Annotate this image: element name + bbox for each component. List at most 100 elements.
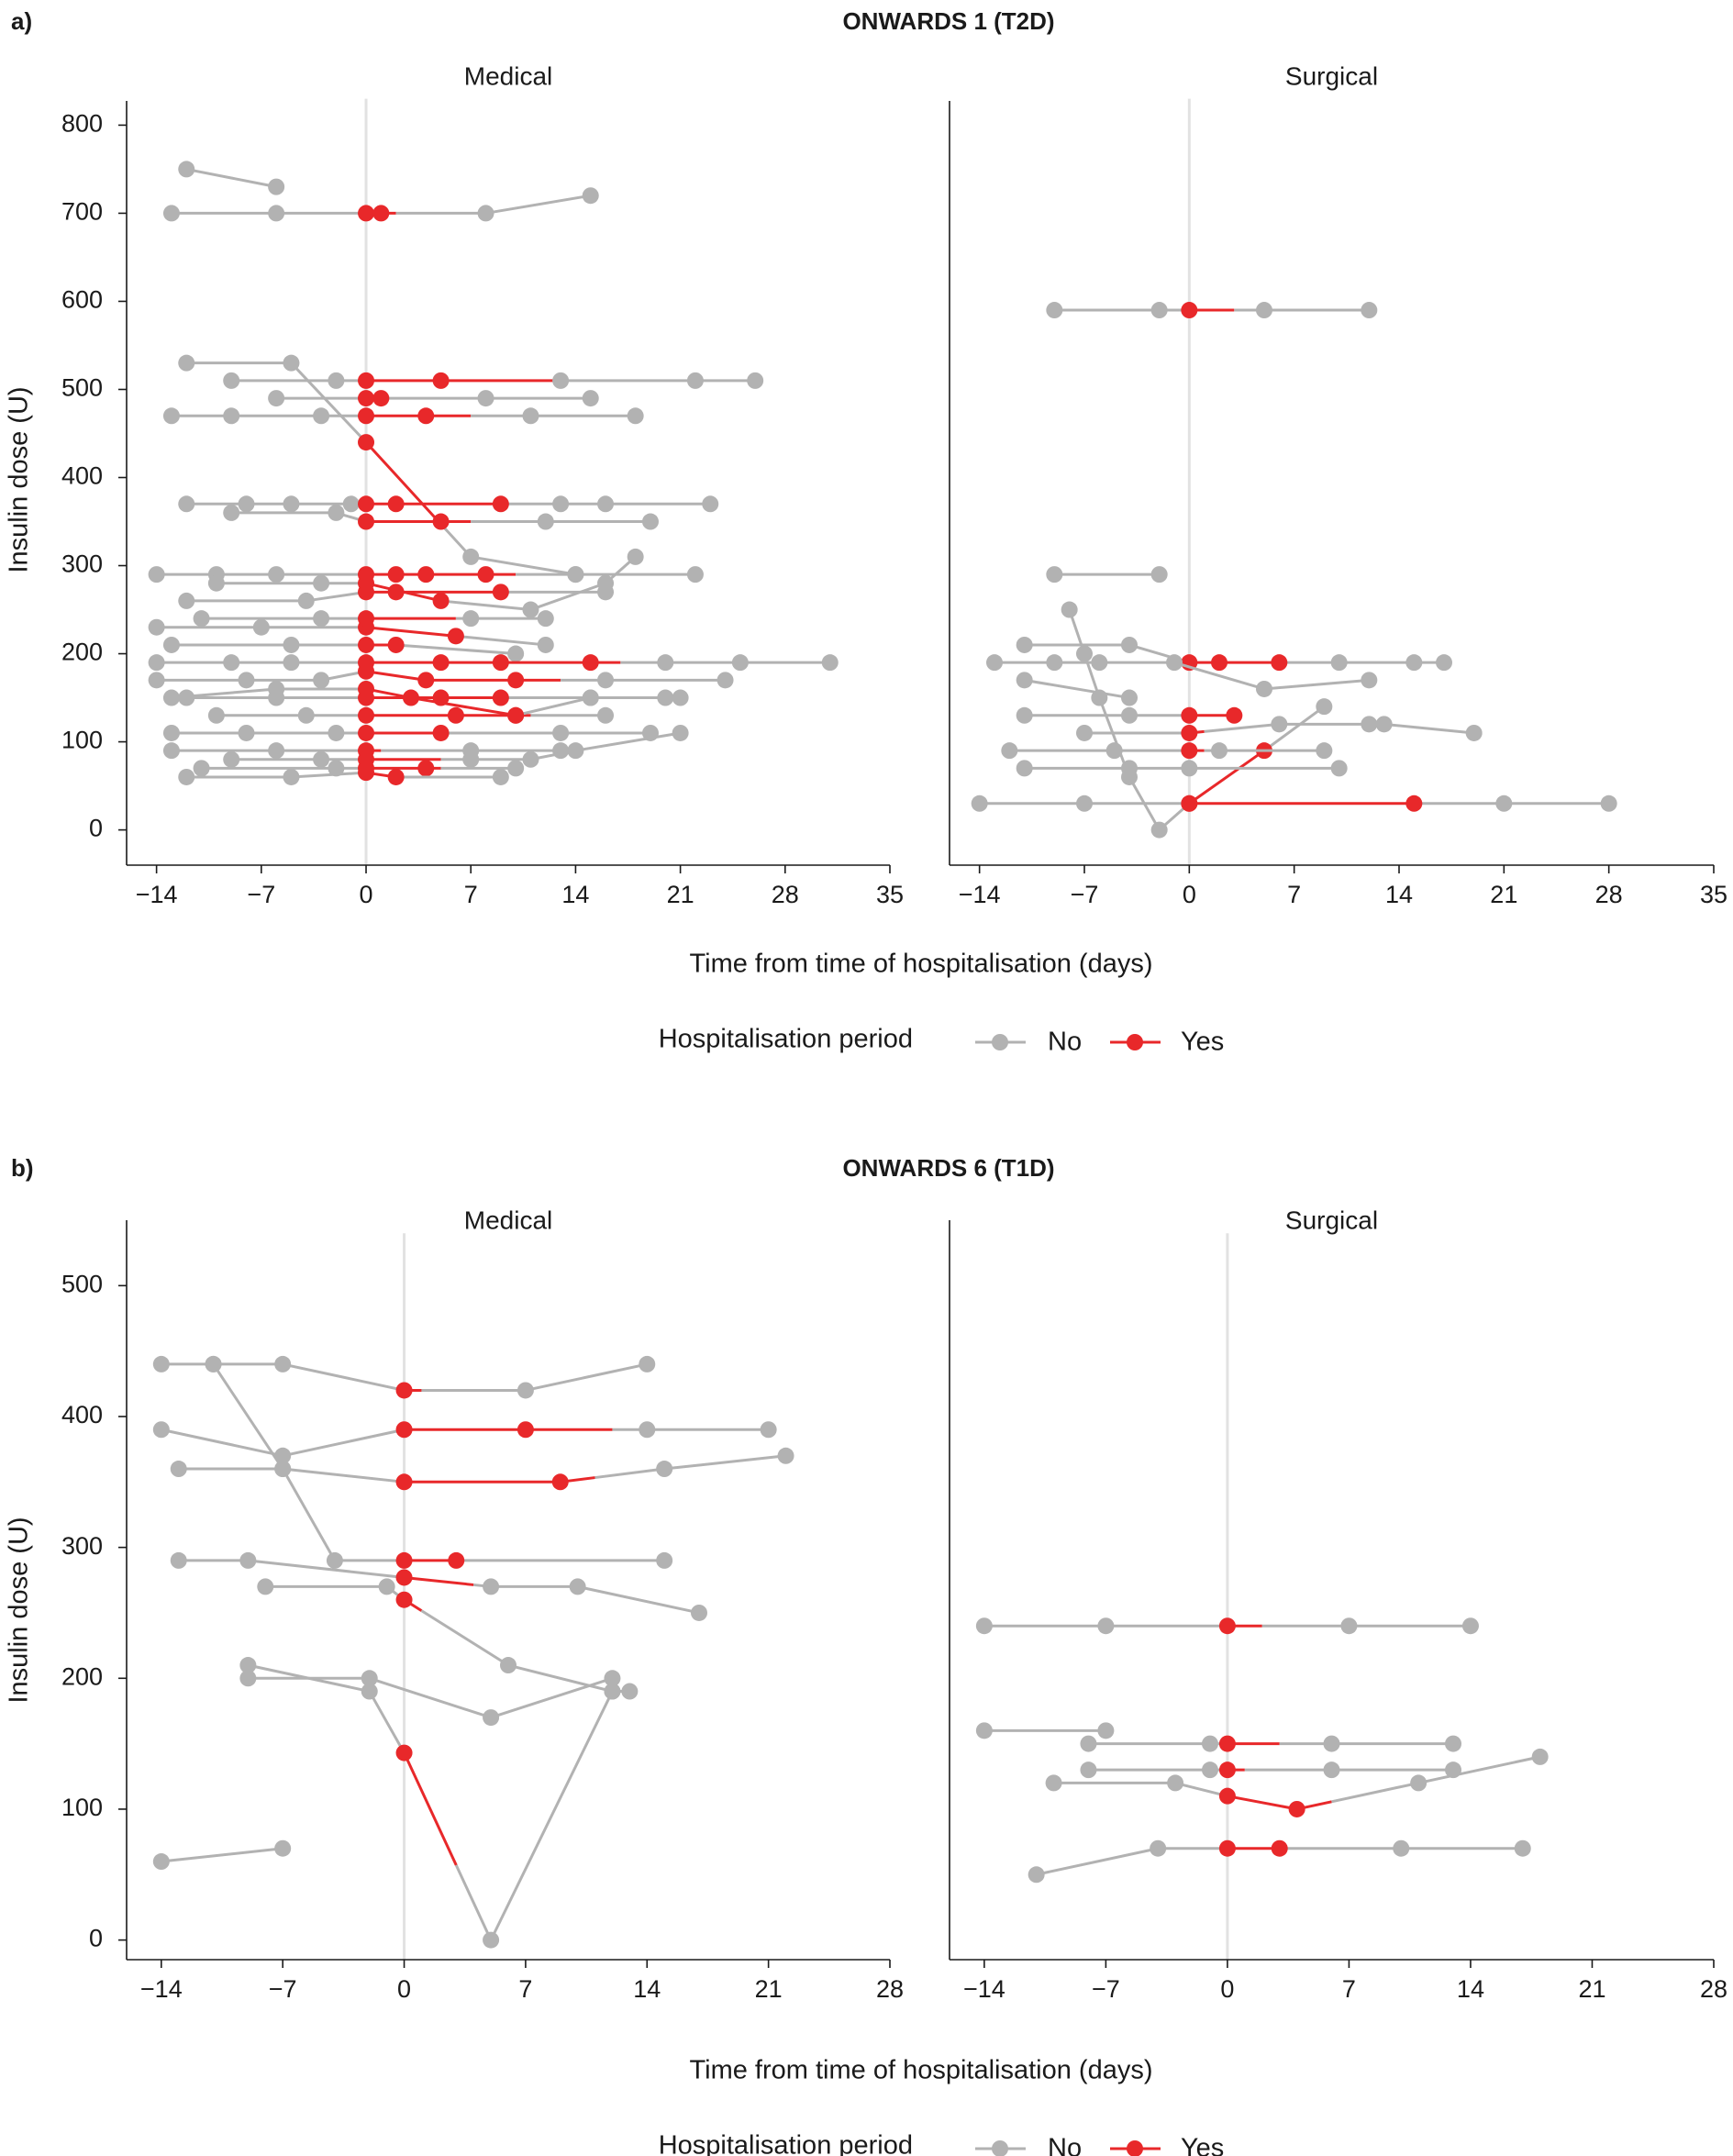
outpatient-point bbox=[193, 610, 210, 628]
outpatient-point bbox=[1016, 706, 1033, 724]
outpatient-point bbox=[239, 1670, 257, 1687]
outpatient-point bbox=[1080, 1761, 1097, 1779]
outpatient-point bbox=[283, 654, 300, 672]
outpatient-point bbox=[597, 495, 615, 513]
outpatient-point bbox=[1150, 566, 1168, 583]
outpatient-point bbox=[777, 1447, 794, 1464]
hospital-point bbox=[402, 689, 419, 706]
outpatient-segment bbox=[529, 582, 606, 611]
hospital-point bbox=[492, 689, 509, 706]
outpatient-point bbox=[1121, 689, 1138, 706]
outpatient-point bbox=[537, 610, 554, 628]
outpatient-point bbox=[223, 654, 240, 672]
outpatient-point bbox=[582, 689, 599, 706]
y-tick-label: 0 bbox=[89, 1925, 103, 1952]
outpatient-point bbox=[178, 354, 195, 372]
outpatient-point bbox=[326, 1551, 343, 1569]
outpatient-point bbox=[1461, 1617, 1479, 1635]
hospital-point bbox=[387, 566, 405, 583]
outpatient-point bbox=[223, 372, 240, 389]
y-tick-label: 800 bbox=[61, 110, 103, 138]
outpatient-segment bbox=[594, 1467, 665, 1480]
outpatient-point bbox=[552, 372, 570, 389]
outpatient-point bbox=[223, 750, 240, 768]
outpatient-point bbox=[162, 742, 180, 760]
outpatient-point bbox=[567, 566, 584, 583]
outpatient-point bbox=[1531, 1748, 1549, 1765]
outpatient-point bbox=[569, 1578, 586, 1595]
patient-series bbox=[986, 654, 1378, 697]
hospital-point bbox=[1181, 742, 1198, 760]
hospital-point bbox=[432, 724, 450, 741]
facet-title: Surgical bbox=[1285, 61, 1378, 90]
outpatient-segment bbox=[507, 1663, 613, 1694]
outpatient-point bbox=[821, 654, 839, 672]
patient-series bbox=[239, 1670, 621, 1727]
y-axis-label: Insulin dose (U) bbox=[5, 1517, 34, 1703]
outpatient-point bbox=[1016, 636, 1033, 653]
outpatient-segment bbox=[420, 1609, 509, 1667]
x-tick-label: 0 bbox=[360, 881, 373, 908]
hospital-point bbox=[1288, 1800, 1305, 1817]
outpatient-point bbox=[268, 680, 285, 697]
facet-title: Medical bbox=[464, 61, 552, 90]
patient-series bbox=[162, 742, 570, 760]
y-tick-label: 200 bbox=[61, 639, 103, 666]
outpatient-segment bbox=[1204, 722, 1280, 733]
outpatient-point bbox=[597, 672, 615, 689]
outpatient-point bbox=[313, 672, 330, 689]
outpatient-segment bbox=[455, 634, 546, 647]
x-tick-label: 14 bbox=[1385, 881, 1413, 908]
patient-series bbox=[170, 1447, 794, 1491]
outpatient-point bbox=[1256, 302, 1272, 319]
outpatient-point bbox=[178, 495, 195, 513]
outpatient-segment bbox=[395, 643, 517, 656]
outpatient-point bbox=[483, 1931, 500, 1949]
outpatient-point bbox=[170, 1461, 187, 1478]
outpatient-point bbox=[1181, 760, 1198, 777]
outpatient-point bbox=[731, 654, 749, 672]
outpatient-point bbox=[313, 750, 330, 768]
outpatient-point bbox=[507, 645, 525, 662]
y-tick-label: 500 bbox=[61, 1270, 103, 1297]
outpatient-point bbox=[361, 1683, 378, 1700]
outpatient-segment bbox=[1036, 1847, 1159, 1876]
hospital-point bbox=[417, 407, 435, 425]
outpatient-point bbox=[522, 750, 539, 768]
patient-series bbox=[207, 548, 644, 618]
facet-title: Surgical bbox=[1285, 1206, 1378, 1234]
x-tick-label: 35 bbox=[876, 881, 904, 908]
hospital-point bbox=[358, 495, 375, 513]
outpatient-segment bbox=[368, 1690, 405, 1754]
hospital-point bbox=[387, 495, 405, 513]
panel-label: b) bbox=[11, 1154, 34, 1182]
chart-title: ONWARDS 1 (T2D) bbox=[842, 7, 1054, 35]
outpatient-point bbox=[1436, 654, 1452, 672]
outpatient-point bbox=[1361, 302, 1378, 319]
outpatient-point bbox=[1046, 654, 1063, 672]
outpatient-point bbox=[483, 1709, 500, 1727]
outpatient-point bbox=[1410, 1774, 1428, 1792]
outpatient-segment bbox=[1331, 1781, 1419, 1804]
outpatient-point bbox=[691, 1604, 707, 1621]
outpatient-point bbox=[328, 504, 345, 521]
hospital-point bbox=[387, 636, 405, 653]
outpatient-segment bbox=[485, 194, 591, 215]
outpatient-segment bbox=[515, 696, 592, 717]
patient-series bbox=[148, 662, 734, 689]
outpatient-point bbox=[641, 513, 659, 530]
outpatient-point bbox=[537, 636, 554, 653]
patient-series bbox=[148, 654, 839, 672]
outpatient-point bbox=[582, 187, 599, 205]
chart-title: ONWARDS 6 (T1D) bbox=[842, 1154, 1054, 1182]
outpatient-point bbox=[975, 1722, 993, 1739]
hospital-point bbox=[432, 654, 450, 672]
hospital-point bbox=[432, 592, 450, 609]
x-tick-label: 0 bbox=[1183, 881, 1196, 908]
patient-series bbox=[268, 390, 599, 407]
outpatient-point bbox=[597, 574, 615, 592]
outpatient-point bbox=[1316, 698, 1333, 716]
outpatient-point bbox=[492, 768, 509, 785]
outpatient-point bbox=[170, 1551, 187, 1569]
outpatient-point bbox=[1330, 654, 1348, 672]
